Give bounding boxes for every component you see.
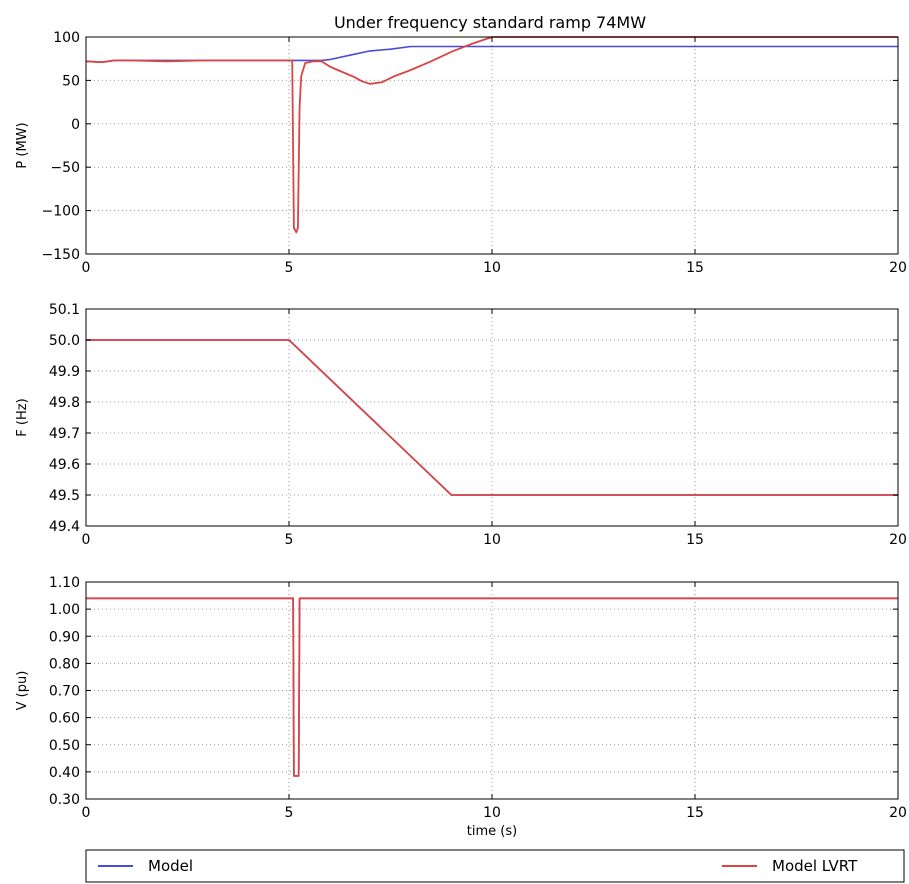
y-tick-label: 49.7 (49, 426, 80, 442)
x-tick-label: 20 (889, 532, 907, 548)
x-tick-label: 0 (82, 805, 91, 821)
y-axis-label: P (MW) (15, 122, 30, 168)
x-tick-label: 15 (686, 805, 704, 821)
x-tick-label: 15 (686, 532, 704, 548)
x-tick-label: 20 (889, 260, 907, 276)
y-tick-label: 1.10 (49, 575, 80, 591)
chart-title: Under frequency standard ramp 74MW (334, 13, 646, 32)
y-tick-label: 0.30 (49, 792, 80, 808)
y-tick-label: 0.50 (49, 738, 80, 754)
x-tick-label: 10 (483, 805, 501, 821)
y-axis-label: V (pu) (15, 671, 30, 711)
y-tick-label: 0.80 (49, 656, 80, 672)
series-line-model-lvrt (86, 339, 898, 496)
x-tick-label: 0 (82, 260, 91, 276)
y-tick-label: 49.9 (49, 364, 80, 380)
x-tick-label: 15 (686, 260, 704, 276)
y-tick-label: 0.70 (49, 684, 80, 700)
x-tick-label: 5 (285, 260, 294, 276)
y-tick-label: 0.90 (49, 629, 80, 645)
y-tick-label: 49.4 (49, 519, 80, 535)
y-tick-label: −100 (42, 204, 80, 220)
y-tick-label: −50 (50, 160, 80, 176)
y-tick-label: 49.5 (49, 488, 80, 504)
panel-3: 0 5 10 15 20 0.30 0.40 0.50 0.60 0.70 0.80 0.90 1.00… (15, 575, 907, 839)
y-tick-label: −150 (42, 247, 80, 263)
y-tick-label: 0.60 (49, 711, 80, 727)
legend-label-model: Model (148, 857, 193, 875)
panel-1: 0 5 10 15 20 −150 −100 −50 0 50 100 P (MW) (15, 30, 907, 276)
legend-box (85, 849, 905, 883)
y-axis-label: F (Hz) (15, 398, 30, 436)
y-tick-label: 0 (71, 117, 80, 133)
legend: Model Model LVRT (85, 849, 905, 883)
y-tick-label: 100 (53, 30, 80, 46)
x-tick-label: 20 (889, 805, 907, 821)
y-tick-label: 50.1 (49, 302, 80, 318)
series-line-model-lvrt (86, 597, 898, 777)
x-axis-label: time (s) (467, 824, 517, 839)
y-tick-label: 49.6 (49, 457, 80, 473)
y-tick-label: 1.00 (49, 602, 80, 618)
series-line-model (86, 597, 898, 777)
x-tick-label: 10 (483, 532, 501, 548)
x-tick-label: 5 (285, 532, 294, 548)
x-tick-label: 10 (483, 260, 501, 276)
y-tick-label: 49.8 (49, 395, 80, 411)
series-line-model-lvrt (85, 36, 898, 234)
panel-2: 0 5 10 15 20 49.4 49.5 49.6 49.7 49.8 49.9 50.0 50.1… (15, 302, 907, 548)
x-tick-label: 0 (82, 532, 91, 548)
x-tick-label: 5 (285, 805, 294, 821)
y-tick-label: 50 (62, 73, 80, 89)
legend-label-model-lvrt: Model LVRT (772, 857, 858, 875)
y-tick-label: 50.0 (49, 333, 80, 349)
y-tick-label: 0.40 (49, 765, 80, 781)
